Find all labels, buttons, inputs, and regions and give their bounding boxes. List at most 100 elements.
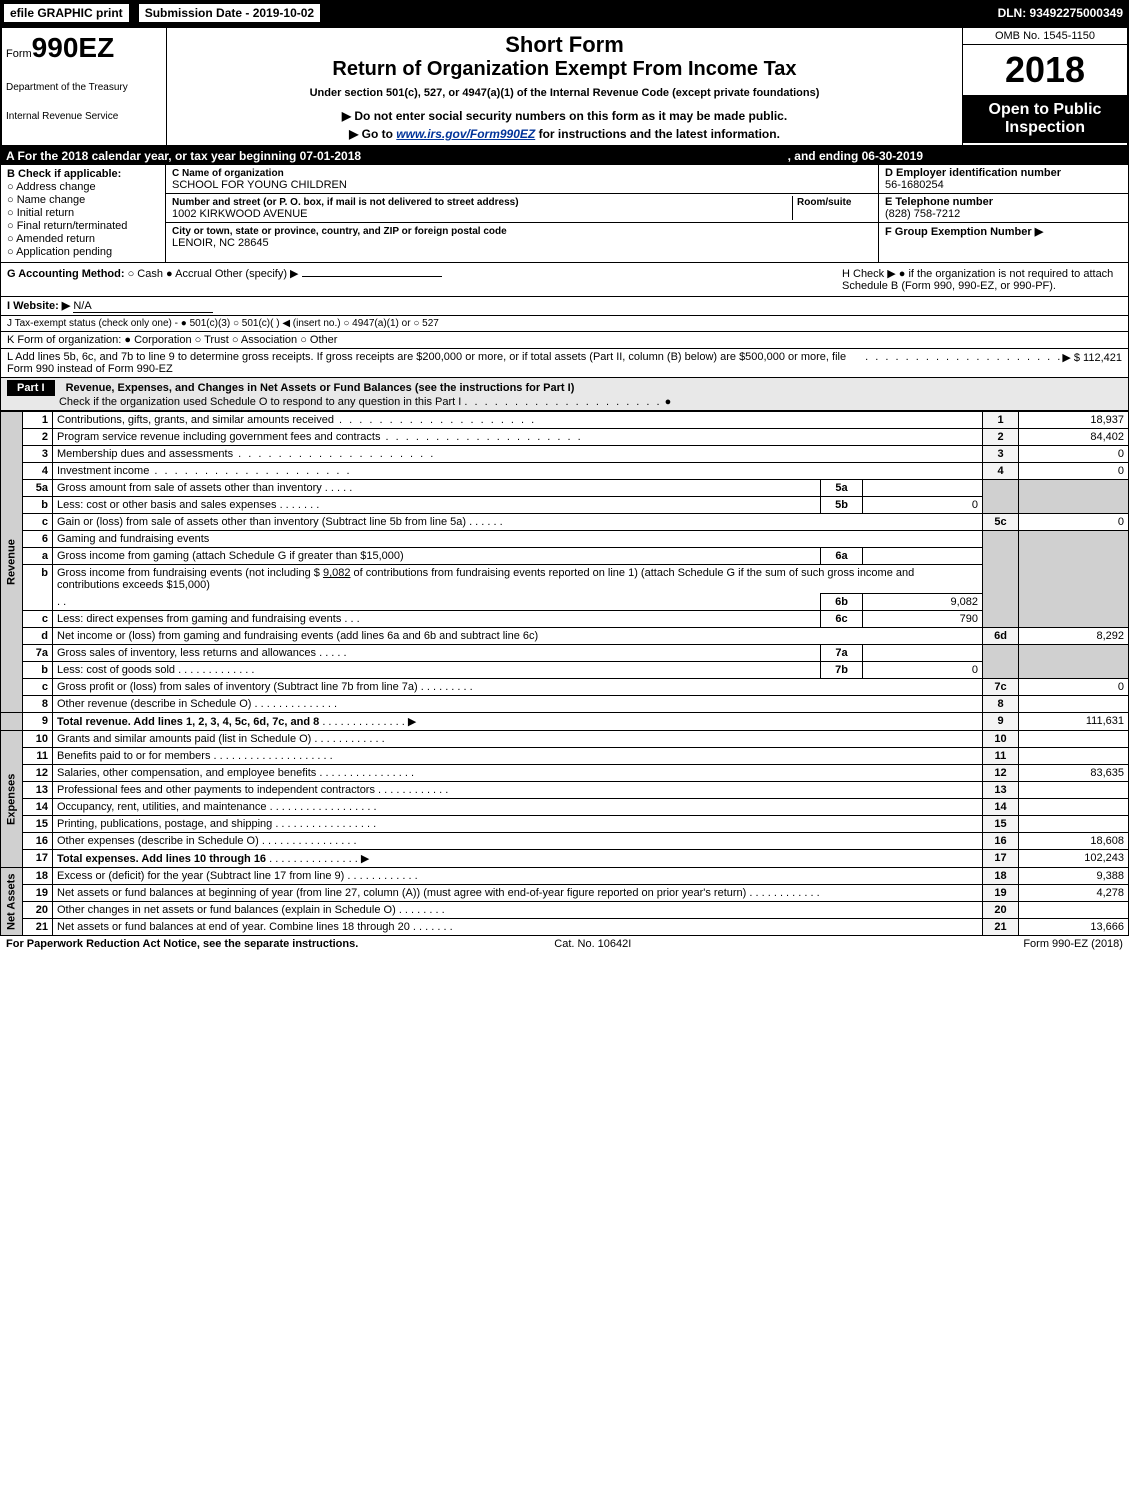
l7b-ibox: 7b	[821, 662, 863, 679]
l3-box: 3	[983, 446, 1019, 463]
l2-box: 2	[983, 429, 1019, 446]
row-l-dots	[865, 351, 1062, 375]
l9-box: 9	[983, 713, 1019, 731]
row-a-tax-year: A For the 2018 calendar year, or tax yea…	[0, 147, 1129, 165]
row-l-amount: ▶ $ 112,421	[1062, 351, 1122, 375]
l11-desc: Benefits paid to or for members	[57, 750, 210, 762]
part-i-check-text: Check if the organization used Schedule …	[59, 396, 461, 408]
l5a-num: 5a	[23, 480, 53, 497]
l8-box: 8	[983, 696, 1019, 713]
chk-final-return[interactable]: ○ Final return/terminated	[7, 220, 159, 232]
l12-num: 12	[23, 765, 53, 782]
part-i-badge: Part I	[7, 380, 55, 396]
l4-amt: 0	[1019, 463, 1129, 480]
street-address: 1002 KIRKWOOD AVENUE	[172, 208, 308, 220]
chk-address-change[interactable]: ○ Address change	[7, 181, 159, 193]
part-i-title: Revenue, Expenses, and Changes in Net As…	[66, 382, 575, 394]
ein-value: 56-1680254	[885, 179, 944, 191]
sidebar-revenue: Revenue	[1, 412, 23, 713]
efile-print-button[interactable]: efile GRAPHIC print	[2, 2, 131, 24]
row-l-gross-receipts: L Add lines 5b, 6c, and 7b to line 9 to …	[0, 349, 1129, 378]
row-g-h: G Accounting Method: ○ Cash ● Accrual Ot…	[0, 263, 1129, 297]
website-label: I Website: ▶	[7, 300, 70, 312]
l7a-num: 7a	[23, 645, 53, 662]
l17-box: 17	[983, 850, 1019, 868]
l6c-num: c	[23, 611, 53, 628]
l17-arrow: ▶	[361, 853, 369, 865]
tel-label: E Telephone number	[885, 196, 993, 208]
submission-date-button[interactable]: Submission Date - 2019-10-02	[137, 2, 322, 24]
l6-num: 6	[23, 531, 53, 548]
part-i-header: Part I Revenue, Expenses, and Changes in…	[0, 378, 1129, 411]
sidebar-expenses: Expenses	[1, 731, 23, 868]
l1-desc: Contributions, gifts, grants, and simila…	[57, 414, 334, 426]
l10-box: 10	[983, 731, 1019, 748]
tax-year: 2018	[963, 45, 1127, 95]
accounting-other-input[interactable]	[302, 276, 442, 277]
l18-box: 18	[983, 868, 1019, 885]
l9-num: 9	[23, 713, 53, 731]
l6c-iamt: 790	[863, 611, 983, 628]
l7c-num: c	[23, 679, 53, 696]
page-footer: For Paperwork Reduction Act Notice, see …	[0, 936, 1129, 952]
dept-treasury: Department of the Treasury	[6, 82, 162, 93]
l5c-num: c	[23, 514, 53, 531]
l17-num: 17	[23, 850, 53, 868]
l18-desc: Excess or (deficit) for the year (Subtra…	[57, 870, 344, 882]
l7b-iamt: 0	[863, 662, 983, 679]
l16-num: 16	[23, 833, 53, 850]
l6a-num: a	[23, 548, 53, 565]
chk-name-change[interactable]: ○ Name change	[7, 194, 159, 206]
city-state-zip: LENOIR, NC 28645	[172, 237, 269, 249]
org-name: SCHOOL FOR YOUNG CHILDREN	[172, 179, 347, 191]
l3-amt: 0	[1019, 446, 1129, 463]
l5b-ibox: 5b	[821, 497, 863, 514]
l6d-num: d	[23, 628, 53, 645]
l10-desc: Grants and similar amounts paid (list in…	[57, 733, 311, 745]
row-l-text: L Add lines 5b, 6c, and 7b to line 9 to …	[7, 351, 865, 375]
l9-arrow: ▶	[408, 716, 416, 728]
l7a-desc: Gross sales of inventory, less returns a…	[57, 647, 316, 659]
open-public-inspection: Open to Public Inspection	[963, 95, 1127, 143]
l15-desc: Printing, publications, postage, and shi…	[57, 818, 272, 830]
l5a-desc: Gross amount from sale of assets other t…	[57, 482, 322, 494]
l20-desc: Other changes in net assets or fund bala…	[57, 904, 396, 916]
form-number: 990EZ	[32, 32, 115, 63]
l20-amt	[1019, 902, 1129, 919]
chk-application-pending[interactable]: ○ Application pending	[7, 246, 159, 258]
accounting-method-label: G Accounting Method:	[7, 268, 125, 280]
irs-link[interactable]: www.irs.gov/Form990EZ	[396, 127, 535, 141]
footer-form-ref: Form 990-EZ (2018)	[1023, 938, 1123, 950]
l14-num: 14	[23, 799, 53, 816]
short-form-title: Short Form	[171, 32, 958, 58]
l16-amt: 18,608	[1019, 833, 1129, 850]
col-b-checkboxes: B Check if applicable: ○ Address change …	[1, 165, 166, 262]
l12-desc: Salaries, other compensation, and employ…	[57, 767, 316, 779]
l9-desc: Total revenue. Add lines 1, 2, 3, 4, 5c,…	[57, 716, 319, 728]
form-header: Form990EZ Department of the Treasury Int…	[0, 26, 1129, 147]
l11-num: 11	[23, 748, 53, 765]
h-schedule-b-check: H Check ▶ ● if the organization is not r…	[842, 267, 1122, 292]
l1-amt: 18,937	[1019, 412, 1129, 429]
l6d-box: 6d	[983, 628, 1019, 645]
l21-box: 21	[983, 919, 1019, 936]
top-bar: efile GRAPHIC print Submission Date - 20…	[0, 0, 1129, 26]
l13-box: 13	[983, 782, 1019, 799]
l6b-iamt: 9,082	[863, 594, 983, 611]
l21-amt: 13,666	[1019, 919, 1129, 936]
l4-desc: Investment income	[57, 465, 149, 477]
sidebar-net-assets: Net Assets	[1, 868, 23, 936]
group-exemption-label: F Group Exemption Number ▶	[885, 226, 1043, 238]
row-j-tax-exempt: J Tax-exempt status (check only one) - ●…	[0, 316, 1129, 332]
room-suite-label: Room/suite	[797, 197, 851, 208]
l8-desc: Other revenue (describe in Schedule O)	[57, 698, 251, 710]
l15-amt	[1019, 816, 1129, 833]
l13-desc: Professional fees and other payments to …	[57, 784, 375, 796]
l5b-desc: Less: cost or other basis and sales expe…	[57, 499, 277, 511]
dln-label: DLN: 93492275000349	[998, 6, 1129, 20]
l6-desc: Gaming and fundraising events	[53, 531, 983, 548]
chk-initial-return[interactable]: ○ Initial return	[7, 207, 159, 219]
footer-left: For Paperwork Reduction Act Notice, see …	[6, 938, 358, 950]
lines-table: Revenue 1 Contributions, gifts, grants, …	[0, 411, 1129, 936]
chk-amended-return[interactable]: ○ Amended return	[7, 233, 159, 245]
